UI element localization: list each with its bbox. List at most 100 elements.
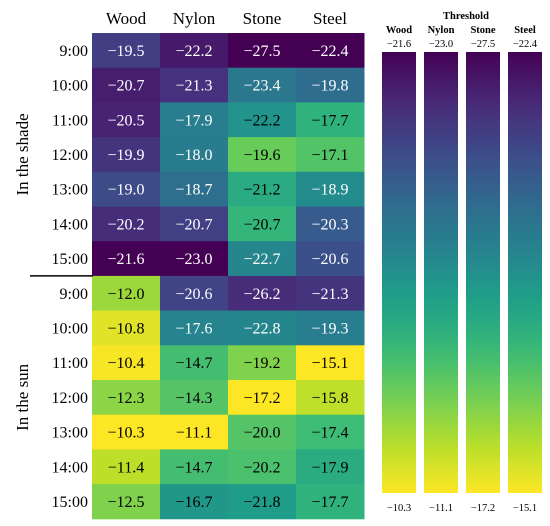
heatmap-cell <box>296 102 365 138</box>
heatmap-cell <box>160 137 229 173</box>
heatmap-cell <box>228 345 297 381</box>
cell-value: −15.8 <box>311 390 348 407</box>
heatmap-cell <box>228 33 297 69</box>
cell-value: −17.7 <box>311 112 348 129</box>
cell-value: −14.7 <box>175 459 212 476</box>
cell-value: −22.2 <box>175 43 212 60</box>
heatmap-cell <box>296 67 365 103</box>
cell-value: −12.5 <box>107 494 144 511</box>
colorbar-label: Steel <box>514 25 536 36</box>
heatmap-cell <box>160 171 229 207</box>
cell-value: −22.2 <box>243 112 280 129</box>
cell-value: −20.3 <box>311 216 348 233</box>
column-headers: Wood Nylon Stone Steel <box>106 9 347 28</box>
heatmap-cell <box>160 414 229 450</box>
heatmap-cell <box>160 449 229 485</box>
heatmap-cell <box>296 137 365 173</box>
cell-value: −27.5 <box>243 43 280 60</box>
heatmap-cell <box>92 241 161 277</box>
heatmap-cell <box>160 275 229 312</box>
cell-value: −21.8 <box>243 494 280 511</box>
colorbar-label: Wood <box>386 25 412 36</box>
row-time-label: 14:00 <box>52 216 88 233</box>
heatmap-cell <box>160 484 229 520</box>
cell-value: −21.2 <box>243 182 280 199</box>
cell-value: −17.7 <box>311 494 348 511</box>
cell-value: −23.0 <box>175 251 212 268</box>
cell-value: −21.3 <box>175 78 212 95</box>
colorbar <box>424 52 458 493</box>
heatmap-cell <box>228 380 297 416</box>
cell-value: −22.8 <box>243 320 280 337</box>
heatmap-cell <box>160 33 229 69</box>
cell-value: −14.3 <box>175 390 212 407</box>
column-header: Stone <box>243 9 282 28</box>
heatmap-cell <box>228 67 297 103</box>
colorbar-min-value: −22.4 <box>513 39 538 50</box>
heatmap-cell <box>92 33 161 69</box>
cell-value: −18.7 <box>175 182 212 199</box>
cell-value: −12.0 <box>107 286 144 303</box>
heatmap-cell <box>296 171 365 207</box>
cell-value: −11.1 <box>176 425 212 442</box>
heatmap-cell <box>228 171 297 207</box>
heatmap-cell <box>296 33 365 69</box>
cell-value: −17.9 <box>175 112 212 129</box>
column-header: Wood <box>106 9 147 28</box>
colorbar-min-value: −27.5 <box>471 39 495 50</box>
heatmap-cell <box>228 310 297 346</box>
heatmap-cell <box>160 206 229 242</box>
cell-value: −20.7 <box>107 78 144 95</box>
heatmap-cell <box>296 380 365 416</box>
colorbar-label: Nylon <box>428 25 455 36</box>
cell-value: −20.7 <box>175 216 212 233</box>
cell-value: −18.0 <box>175 147 212 164</box>
colorbar-min-value: −23.0 <box>429 39 453 50</box>
cell-value: −17.6 <box>175 320 212 337</box>
heatmap-cell <box>160 241 229 277</box>
row-time-label: 10:00 <box>52 320 88 337</box>
cell-value: −10.3 <box>107 425 144 442</box>
heatmap-cell <box>92 449 161 485</box>
cell-value: −19.3 <box>311 320 348 337</box>
row-time-label: 11:00 <box>52 112 88 129</box>
heatmap-cell <box>296 310 365 346</box>
heatmap-cell <box>228 206 297 242</box>
heatmap-cell <box>228 102 297 138</box>
cell-value: −19.9 <box>107 147 144 164</box>
cell-value: −17.9 <box>311 459 348 476</box>
column-header: Nylon <box>173 9 216 28</box>
heatmap-cell <box>228 275 297 312</box>
cell-value: −14.7 <box>175 355 212 372</box>
heatmap-cell <box>92 275 161 312</box>
heatmap-cell <box>228 137 297 173</box>
row-time-label: 9:00 <box>60 43 88 60</box>
cell-value: −23.4 <box>243 78 280 95</box>
row-time-label: 9:00 <box>60 286 88 303</box>
cell-value: −22.4 <box>311 43 348 60</box>
colorbar <box>508 52 542 493</box>
cell-value: −16.7 <box>175 494 212 511</box>
heatmap-cell <box>92 345 161 381</box>
row-time-label: 10:00 <box>52 78 88 95</box>
colorbar-max-value: −10.3 <box>387 503 411 514</box>
colorbar-label: Stone <box>470 25 495 36</box>
cell-value: −11.4 <box>108 459 144 476</box>
heatmap-cell <box>160 310 229 346</box>
heatmap-cell <box>92 380 161 416</box>
cell-value: −22.7 <box>243 251 280 268</box>
group-labels: In the shade In the sun <box>13 113 32 430</box>
cell-value: −10.4 <box>107 355 144 372</box>
heatmap-cell <box>228 484 297 520</box>
heatmap-cell <box>296 414 365 450</box>
cell-value: −17.4 <box>311 425 348 442</box>
heatmap-cell <box>228 449 297 485</box>
cell-value: −12.3 <box>107 390 144 407</box>
cell-value: −19.2 <box>243 355 280 372</box>
cell-value: −19.6 <box>243 147 280 164</box>
cell-value: −19.5 <box>107 43 144 60</box>
heatmap-cell <box>228 241 297 277</box>
heatmap-cell <box>296 206 365 242</box>
heatmap-cells: −19.5 −22.2 −27.5 −22.4 −20.7 −21.3 −23.4 −19.8… <box>92 33 365 520</box>
